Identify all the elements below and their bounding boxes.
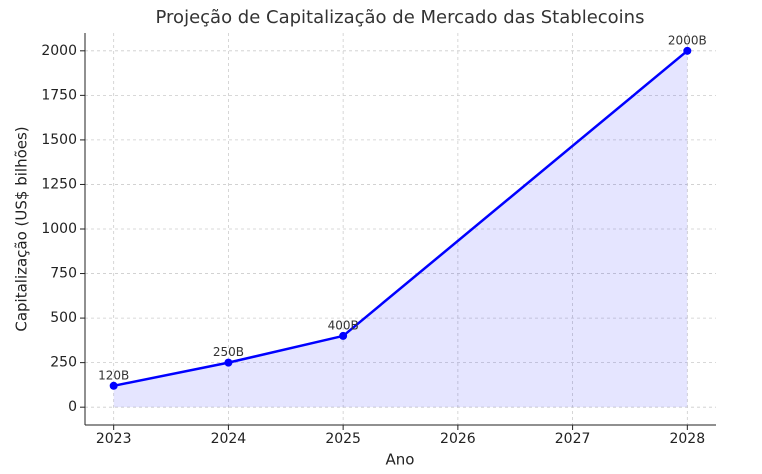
area [113,50,688,408]
point [339,331,348,340]
chart-title: Projeção de Capitalização de Mercado das… [156,7,645,28]
y-tick-label: 1750 [41,87,77,103]
y-axis-label: Capitalização (US$ bilhões) [13,126,31,331]
y-tick-label: 1000 [41,221,77,237]
y-tick-label: 1250 [41,176,77,192]
data-label: 120B [98,368,129,382]
x-tick-label: 2024 [211,431,247,447]
data-label: 250B [213,345,244,359]
x-tick-label: 2023 [96,431,132,447]
x-tick-label: 2028 [669,431,705,447]
line [113,49,689,388]
point [109,381,118,390]
y-tick-label: 750 [50,266,77,282]
y-tick-label: 1500 [41,132,77,148]
x-tick-label: 2025 [325,431,361,447]
y-tick-label: 250 [50,355,77,371]
point [224,358,233,367]
point [683,46,692,55]
y-tick-label: 2000 [41,43,77,59]
data-label: 2000B [668,33,707,47]
y-tick-label: 500 [50,310,77,326]
y-tick-label: 0 [68,399,77,415]
x-axis-label: Ano [386,451,415,469]
x-tick-label: 2027 [555,431,591,447]
x-tick-label: 2026 [440,431,476,447]
data-label: 400B [328,318,359,332]
